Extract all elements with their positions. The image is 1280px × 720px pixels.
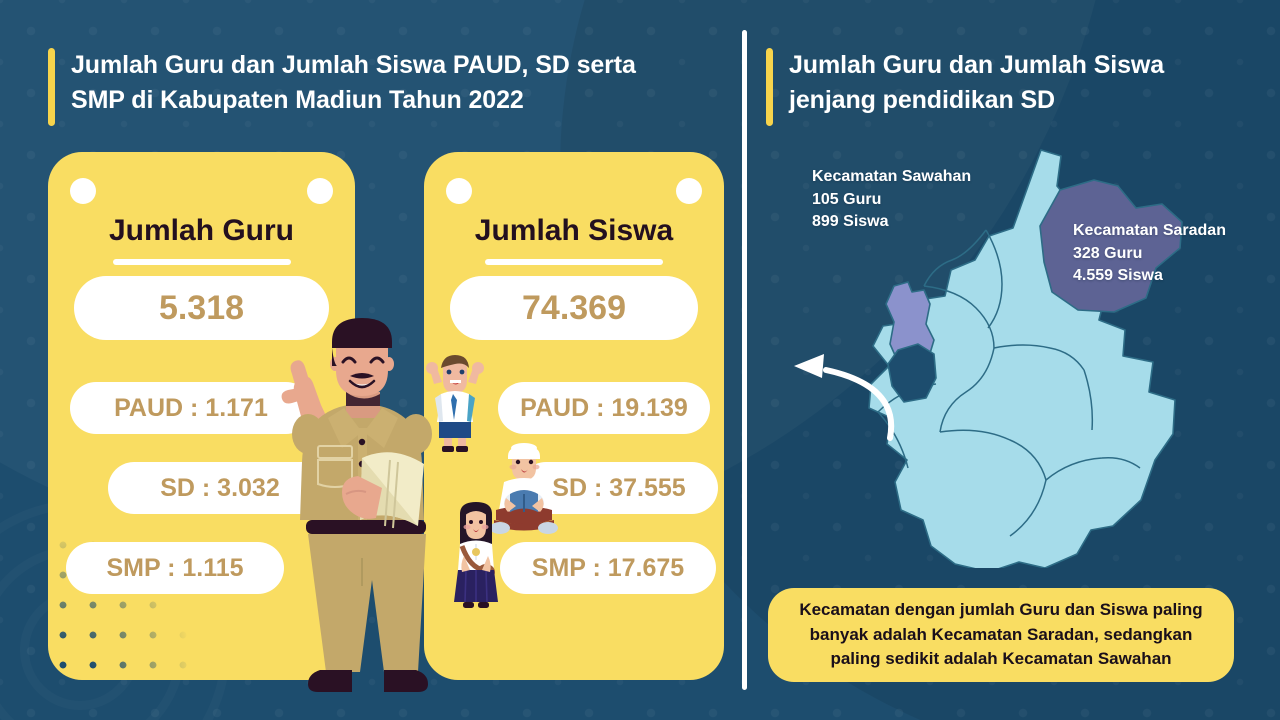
card-total-guru: 5.318	[74, 276, 329, 340]
card-punch-hole-right	[676, 178, 702, 204]
right-panel-heading: Jumlah Guru dan Jumlah Siswa jenjang pen…	[766, 48, 1236, 126]
map-region-dark-accent	[887, 343, 937, 403]
teacher-illustration	[281, 318, 432, 692]
card-punch-hole-right	[307, 178, 333, 204]
card-punch-hole-left	[446, 178, 472, 204]
left-panel-title: Jumlah Guru dan Jumlah Siswa PAUD, SD se…	[71, 51, 636, 114]
summary-caption-text: Kecamatan dengan jumlah Guru dan Siswa p…	[799, 600, 1203, 669]
right-panel-title: Jumlah Guru dan Jumlah Siswa jenjang pen…	[789, 51, 1165, 114]
left-panel-heading: Jumlah Guru dan Jumlah Siswa PAUD, SD se…	[48, 48, 708, 126]
card-title-guru: Jumlah Guru	[108, 214, 295, 247]
map-callout-arrowhead	[794, 354, 824, 378]
map-label-saradan: Kecamatan Saradan 328 Guru 4.559 Siswa	[1073, 222, 1226, 285]
card-punch-hole-left	[70, 178, 96, 204]
heading-accent-bar	[48, 48, 55, 126]
card-level-siswa-smp: SMP : 17.675	[500, 542, 716, 594]
map-label-sawahan: Kecamatan Sawahan 105 Guru 899 Siswa	[812, 168, 972, 231]
student-girl-illustration	[454, 502, 498, 608]
card-level-guru-paud: PAUD : 1.171	[70, 382, 312, 434]
summary-caption-box: Kecamatan dengan jumlah Guru dan Siswa p…	[768, 588, 1234, 682]
map-subdistrict-boundaries	[877, 229, 1141, 537]
student-cheering-illustration	[426, 355, 484, 452]
map-callout-arrow	[823, 367, 895, 441]
card-title-siswa: Jumlah Siswa	[474, 214, 674, 247]
student-reading-illustration	[490, 443, 558, 534]
map-kabupaten-madiun: Kecamatan Sawahan 105 Guru 899 Siswa Kec…	[760, 138, 1260, 573]
panel-divider	[742, 30, 747, 690]
map-region-saradan	[1039, 179, 1183, 313]
heading-accent-bar	[766, 48, 773, 126]
stat-card-siswa: Jumlah Siswa 74.369 PAUD : 19.139 SD : 3…	[424, 152, 724, 680]
card-level-siswa-sd: SD : 37.555	[520, 462, 718, 514]
card-level-guru-sd: SD : 3.032	[108, 462, 332, 514]
card-level-guru-smp: SMP : 1.115	[66, 542, 284, 594]
map-region-sawahan-inset	[885, 281, 935, 367]
map-svg	[794, 149, 1183, 573]
card-title-underline	[112, 259, 291, 265]
card-title-underline	[485, 259, 663, 265]
card-total-siswa: 74.369	[450, 276, 698, 340]
card-level-siswa-paud: PAUD : 19.139	[498, 382, 710, 434]
